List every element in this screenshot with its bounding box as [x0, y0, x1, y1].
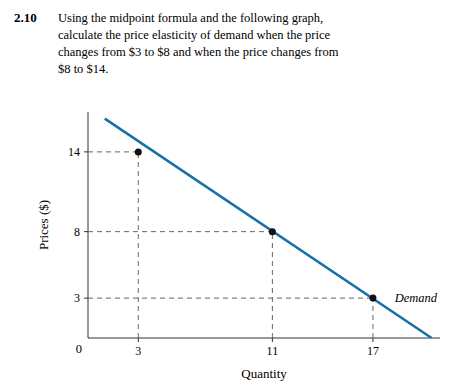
x-axis-line [88, 338, 440, 339]
x-tick [138, 338, 139, 342]
origin-label: 0 [76, 342, 82, 356]
y-tick [84, 151, 88, 152]
y-axis-label: Prices ($) [36, 200, 51, 250]
x-tick [372, 338, 373, 342]
reference-line [372, 298, 373, 338]
x-tick-label: 3 [135, 344, 141, 358]
annotation: Demand [394, 291, 438, 305]
subtitle-line: calculate the price elasticity of demand… [58, 28, 331, 42]
plot-area [88, 119, 432, 338]
points [135, 148, 377, 301]
y-tick-label: 3 [74, 291, 80, 305]
subtitle-line: changes from $3 to $8 and when the price… [58, 45, 339, 59]
background [0, 0, 474, 392]
reference-line [88, 298, 373, 299]
title: 2.10 [14, 10, 37, 25]
reference-line [272, 232, 273, 338]
reference-line [138, 152, 139, 338]
y-tick [84, 298, 88, 299]
x-tick [272, 338, 273, 342]
lines [88, 119, 432, 338]
demand-line [105, 119, 432, 338]
reference-line [88, 151, 138, 152]
subtitle-line: Using the midpoint formula and the follo… [58, 11, 323, 25]
reference-line [88, 231, 272, 232]
chart: 2.10 Using the midpoint formula and the f… [0, 0, 474, 392]
y-tick [84, 231, 88, 232]
point [135, 148, 142, 155]
x-axis-label: Quantity [241, 366, 287, 381]
point [369, 295, 376, 302]
y-tick-label: 8 [74, 225, 80, 239]
subtitle-line: $8 to $14. [58, 62, 108, 76]
x-tick-label: 17 [367, 344, 379, 358]
x-tick-label: 11 [267, 344, 279, 358]
y-axis-line [88, 112, 89, 338]
y-tick-label: 14 [68, 145, 80, 159]
point [269, 228, 276, 235]
